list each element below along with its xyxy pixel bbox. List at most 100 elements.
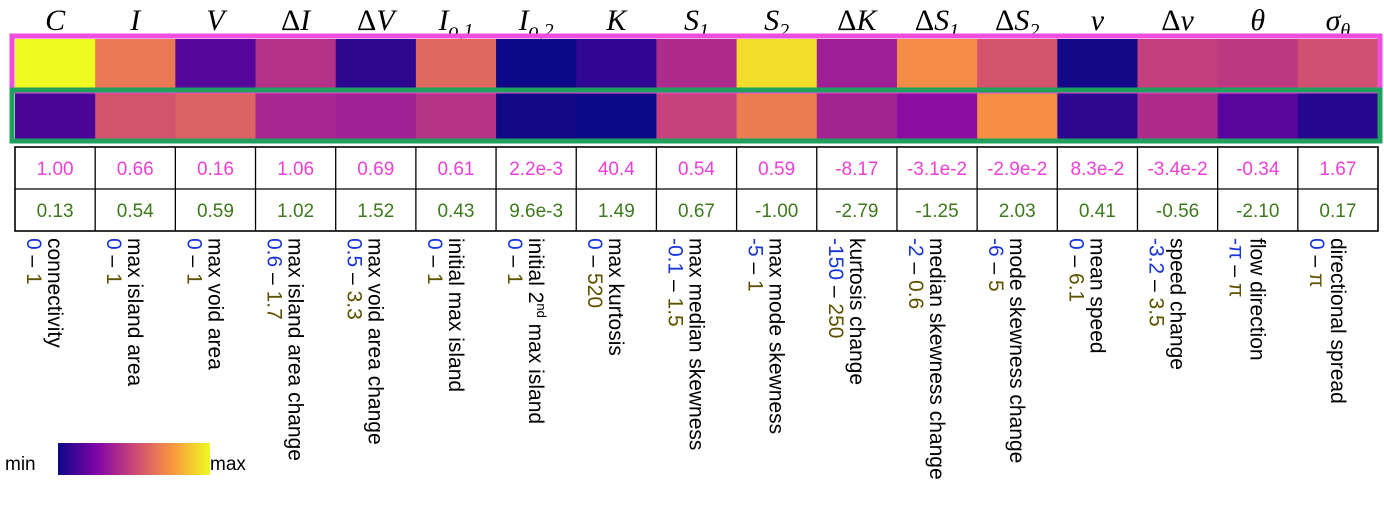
column-symbol: θ	[1250, 4, 1265, 37]
column-symbol: C	[45, 4, 66, 37]
heatmap-cell	[576, 39, 658, 89]
column-range: 0 – 1	[102, 238, 125, 285]
table-cell: 9.6e-3	[509, 201, 563, 222]
table-cell: 0.59	[758, 159, 795, 180]
column-range: 0 – 1	[182, 238, 205, 285]
column-symbol: S1	[684, 4, 709, 42]
heatmap-cell	[1217, 90, 1299, 139]
table-cell: 1.00	[37, 159, 74, 180]
heatmap-cell	[816, 90, 898, 139]
table-cell: 1.52	[357, 201, 394, 222]
heatmap-cell	[415, 90, 497, 139]
column-symbol: K	[605, 4, 628, 37]
value-table: 1.00 0.66 0.16 1.06 0.69 0.61 2.2e-3 40.4 0.54 0.…	[14, 146, 1379, 232]
table-cell: -2.79	[835, 201, 878, 222]
heatmap-cell	[335, 90, 417, 139]
column-description: mean speed	[1085, 238, 1108, 354]
column-symbol: V	[206, 4, 228, 37]
table-cell: 0.41	[1079, 201, 1116, 222]
heatmap-cell	[1137, 39, 1219, 89]
table-cell: 0.54	[117, 201, 154, 222]
heatmap-cell	[736, 90, 818, 139]
table-cell: -2.10	[1236, 201, 1279, 222]
heatmap-cell	[656, 90, 738, 139]
column-symbol: Δν	[1161, 4, 1194, 37]
column-range: -π – π	[1225, 238, 1248, 297]
column-range: 0 – 1	[22, 238, 45, 285]
heatmap-cell	[1137, 90, 1219, 139]
table-cell: -1.00	[755, 201, 798, 222]
column-range: 0 – 520	[583, 238, 606, 308]
heatmap-cell	[977, 90, 1058, 139]
column-range: -6 – 5	[984, 238, 1007, 292]
heatmap-cell	[1057, 39, 1139, 89]
table-cell: 0.61	[437, 159, 474, 180]
column-symbol: ΔS2	[995, 4, 1039, 42]
column-description: mode skewness change	[1005, 238, 1028, 463]
heatmap-cell	[95, 39, 176, 89]
column-description: max void area change	[364, 238, 387, 445]
table-cell: 1.06	[277, 159, 314, 180]
column-description: max island area change	[284, 238, 307, 461]
heatmap-cell	[896, 90, 978, 139]
column-description: max median skewness	[684, 238, 707, 450]
column-range: -3.2 – 3.5	[1144, 238, 1167, 327]
column-range: 0 – 1	[503, 238, 526, 285]
column-range: 0 – 6.1	[1064, 238, 1087, 302]
column-range: -150 – 250	[824, 238, 847, 338]
table-cell: -1.25	[915, 201, 958, 222]
column-range: -5 – 1	[744, 238, 767, 292]
column-range: 0.6 – 1.7	[263, 238, 286, 320]
table-cell: -0.34	[1236, 159, 1280, 180]
table-cell: 0.43	[437, 201, 474, 222]
column-symbol: I	[129, 4, 142, 37]
heatmap-cell	[415, 39, 497, 89]
column-symbol: ν	[1091, 4, 1105, 37]
column-symbol: σθ	[1326, 4, 1351, 42]
table-cell: -2.9e-2	[987, 159, 1047, 180]
column-description: initial max island	[444, 238, 467, 392]
column-symbol: ΔV	[357, 4, 398, 37]
row-frame	[9, 87, 1383, 144]
table-cell: 0.67	[678, 201, 715, 222]
table-cell: 0.13	[37, 201, 74, 222]
column-description: initial 2nd max island	[524, 238, 549, 424]
table-cell: 0.66	[117, 159, 154, 180]
column-description: max kurtosis	[604, 238, 627, 356]
column-range: 0 – 1	[423, 238, 446, 285]
table-cell: 1.02	[277, 201, 314, 222]
table-cell: 0.17	[1319, 201, 1356, 222]
table-cell: 40.4	[598, 159, 635, 180]
column-symbols: C I V ΔI ΔV Io,1 Io,2 K S1 S2 ΔK ΔS1 ΔS2 ν Δν θ σθ	[45, 4, 1350, 42]
heatmap-cell	[977, 39, 1058, 89]
colorbar-gradient	[58, 443, 210, 475]
column-description: max mode skewness	[765, 238, 788, 434]
heatmap-cell	[1217, 39, 1299, 89]
heatmap-cell	[255, 39, 337, 89]
heatmap-cell	[175, 39, 257, 89]
table-cell: -8.17	[835, 159, 878, 180]
heatmap-cell	[496, 39, 577, 89]
table-cell: 2.03	[999, 201, 1036, 222]
column-description: directional spread	[1326, 238, 1349, 404]
heatmap-cell	[1297, 39, 1379, 89]
table-cell: 8.3e-2	[1070, 159, 1124, 180]
table-cell: -3.1e-2	[907, 159, 967, 180]
heatmap-cell	[255, 90, 337, 139]
column-description: max void area	[203, 238, 226, 370]
column-description: median skewness change	[925, 238, 948, 480]
column-range: -2 – 0.6	[904, 238, 927, 309]
